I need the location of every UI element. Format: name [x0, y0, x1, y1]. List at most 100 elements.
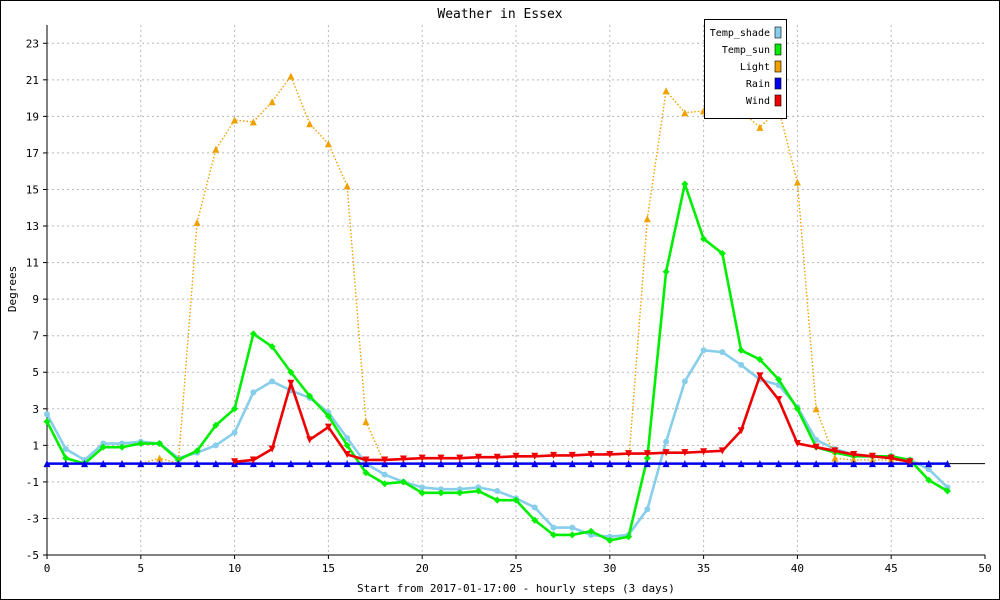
data-point-wind [756, 372, 764, 380]
data-point-rain [718, 460, 726, 468]
y-tick-label: 15 [26, 183, 39, 196]
data-point-wind [625, 450, 633, 458]
data-point-temp-sun [625, 533, 633, 541]
y-axis-title: Degrees [6, 266, 19, 312]
data-point-temp-shade [381, 471, 388, 478]
series-wind [231, 372, 914, 466]
data-point-wind [606, 450, 614, 458]
data-point-rain [587, 460, 595, 468]
data-point-light [793, 178, 801, 186]
data-point-temp-sun [381, 480, 389, 488]
data-point-rain [268, 460, 276, 468]
data-point-temp-sun [362, 469, 370, 477]
data-point-wind [306, 436, 314, 444]
data-point-wind [381, 456, 389, 464]
data-point-wind [568, 451, 576, 459]
x-tick-label: 40 [791, 562, 804, 575]
y-tick-label: 23 [26, 37, 39, 50]
data-point-temp-sun [550, 531, 558, 539]
data-point-rain [249, 460, 257, 468]
data-point-temp-sun [756, 355, 764, 363]
x-tick-label: 0 [44, 562, 51, 575]
data-point-temp-shade [419, 484, 426, 491]
data-point-rain [887, 460, 895, 468]
data-point-temp-sun [718, 249, 726, 257]
data-point-wind [906, 458, 914, 466]
data-point-rain [606, 460, 614, 468]
data-point-light [231, 116, 239, 124]
data-point-temp-sun [193, 447, 201, 455]
legend-box [704, 19, 787, 119]
x-axis-title: Start from 2017-01-17:00 - hourly steps … [357, 582, 675, 595]
data-point-temp-sun [925, 476, 933, 484]
y-tick-label: 11 [26, 257, 39, 270]
data-point-rain [831, 460, 839, 468]
series-rain [43, 460, 951, 468]
data-point-rain [324, 460, 332, 468]
y-tick-label: 7 [32, 330, 39, 343]
data-point-temp-shade [569, 524, 576, 531]
data-point-light [287, 72, 295, 80]
data-point-temp-sun [681, 180, 689, 188]
data-point-wind [775, 396, 783, 404]
data-point-temp-shade [100, 440, 107, 447]
data-point-rain [662, 460, 670, 468]
y-tick-label: 21 [26, 74, 39, 87]
data-point-rain [62, 460, 70, 468]
data-point-rain [775, 460, 783, 468]
data-point-wind [531, 452, 539, 460]
legend-swatch-temp-shade [774, 26, 782, 39]
data-point-wind [268, 445, 276, 453]
data-point-rain [812, 460, 820, 468]
data-point-wind [812, 443, 820, 451]
x-tick-label: 50 [978, 562, 991, 575]
data-point-temp-sun [306, 392, 314, 400]
data-point-wind [287, 379, 295, 387]
data-point-light [193, 218, 201, 226]
data-point-temp-sun [43, 418, 51, 426]
data-point-temp-sun [156, 440, 164, 448]
data-point-temp-shade [550, 524, 557, 531]
data-point-wind [324, 423, 332, 431]
data-point-light [212, 145, 220, 153]
data-point-rain [381, 460, 389, 468]
data-point-temp-sun [62, 454, 70, 462]
data-point-rain [343, 460, 351, 468]
data-point-light [643, 215, 651, 223]
y-tick-label: 3 [32, 403, 39, 416]
data-point-temp-sun [343, 441, 351, 449]
data-point-temp-sun [212, 421, 220, 429]
data-point-light [756, 123, 764, 131]
y-tick-label: 1 [32, 439, 39, 452]
data-point-temp-shade [269, 378, 276, 385]
data-point-rain [174, 460, 182, 468]
data-point-temp-sun [943, 487, 951, 495]
y-tick-label: -5 [26, 549, 39, 562]
data-point-temp-sun [568, 531, 576, 539]
data-point-rain [99, 460, 107, 468]
data-point-temp-shade [344, 435, 351, 442]
data-point-temp-sun [700, 235, 708, 243]
data-point-rain [156, 460, 164, 468]
data-point-temp-shade [719, 349, 726, 356]
data-point-wind [437, 454, 445, 462]
data-point-temp-sun [775, 376, 783, 384]
x-tick-label: 10 [228, 562, 241, 575]
data-point-temp-sun [399, 478, 407, 486]
data-point-temp-shade [456, 486, 463, 493]
data-point-temp-shade [531, 504, 538, 511]
legend-label-temp-sun: Temp_sun [722, 45, 770, 56]
data-point-temp-shade [250, 389, 257, 396]
data-point-wind [550, 451, 558, 459]
data-point-temp-shade [475, 484, 482, 491]
data-point-wind [643, 450, 651, 458]
data-point-temp-sun [793, 405, 801, 413]
series-layer [43, 72, 951, 544]
data-point-temp-sun [737, 346, 745, 354]
data-point-temp-shade [494, 488, 501, 495]
data-point-rain [456, 460, 464, 468]
data-point-rain [118, 460, 126, 468]
x-tick-label: 20 [416, 562, 429, 575]
data-point-rain [625, 460, 633, 468]
data-point-temp-shade [681, 378, 688, 385]
